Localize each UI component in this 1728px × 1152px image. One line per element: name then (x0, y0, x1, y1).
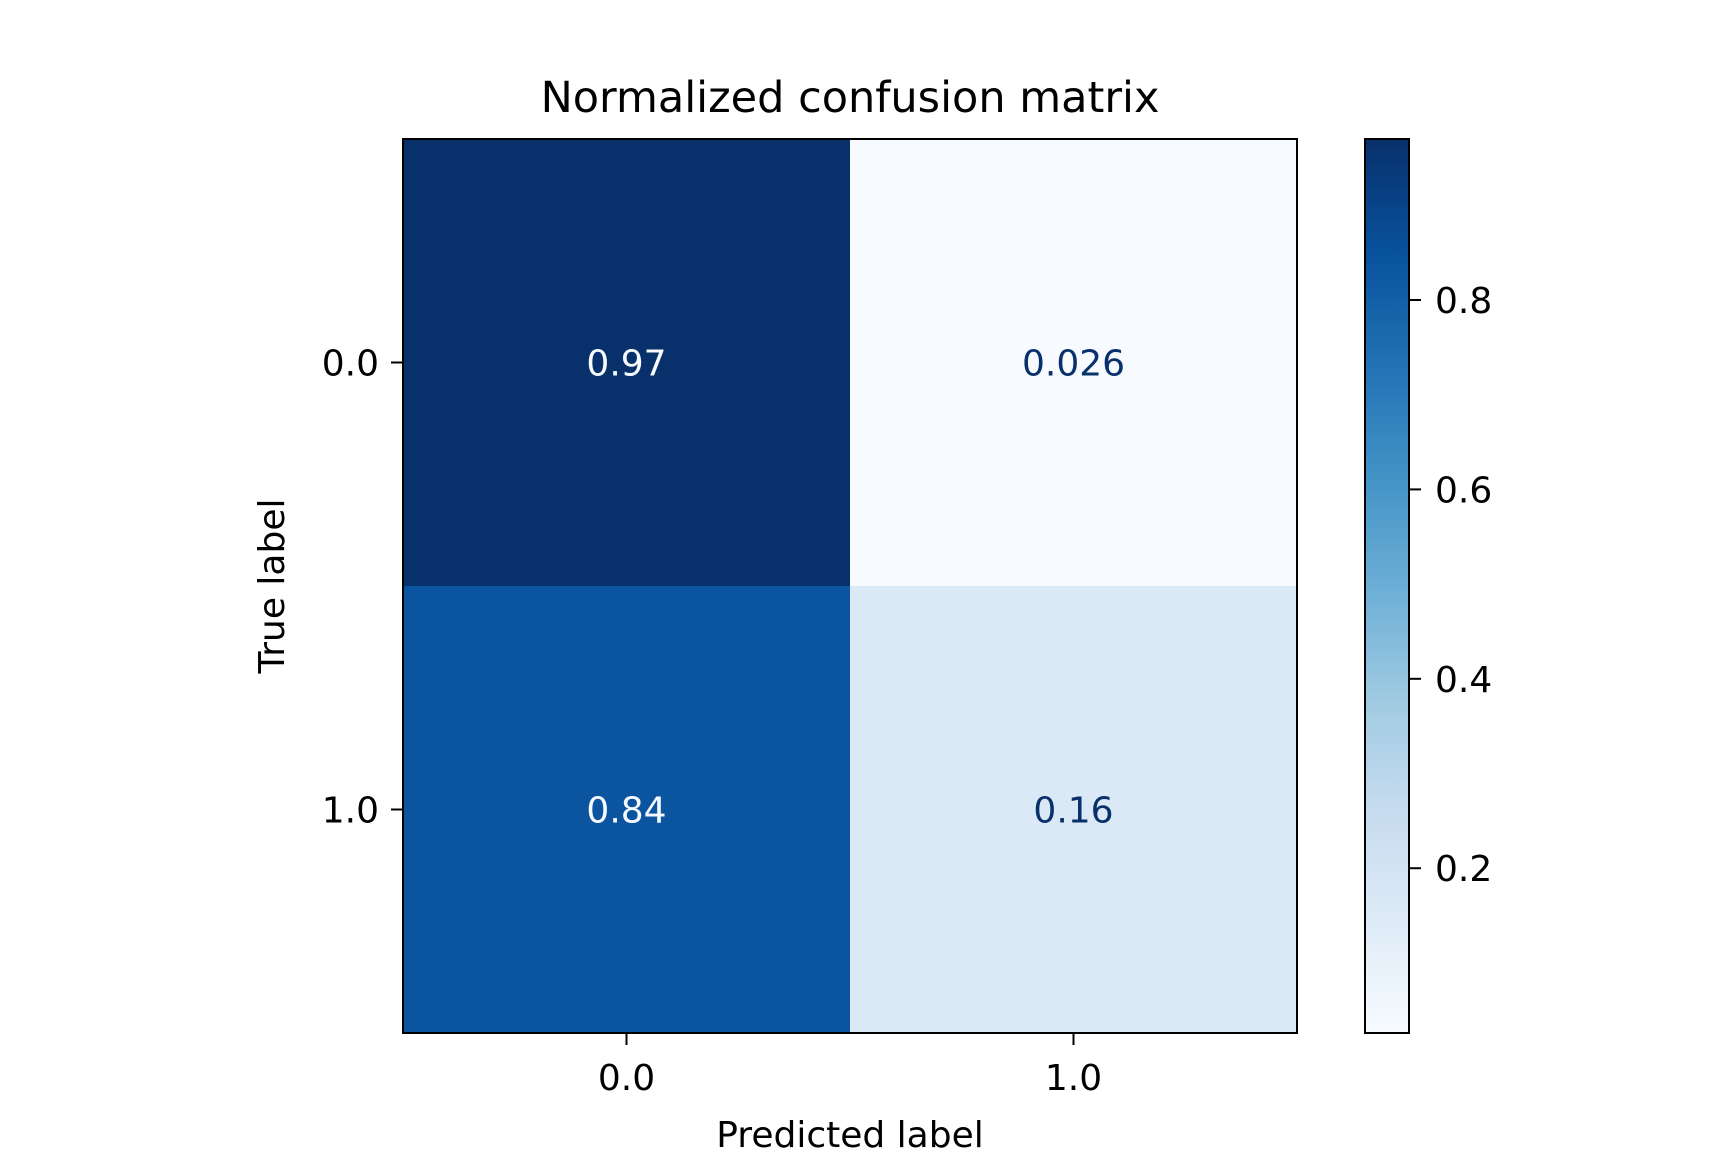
colorbar-tick-label: 0.2 (1435, 849, 1492, 890)
plot-frame (402, 138, 1298, 1034)
heatmap-cell (850, 139, 1297, 586)
cell-value-label: 0.97 (586, 344, 666, 385)
colorbar-ticks: 0.2 0.4 0.6 0.8 (1409, 281, 1492, 890)
x-tick-label: 0.0 (598, 1058, 655, 1099)
cell-value-label: 0.026 (1022, 344, 1125, 385)
cell-value-label: 0.84 (586, 791, 666, 832)
x-axis-ticks: 0.0 1.0 (598, 1033, 1102, 1099)
colorbar-tick-label: 0.4 (1435, 660, 1492, 701)
y-tick-label: 0.0 (322, 344, 379, 385)
colorbar-tick-label: 0.8 (1435, 281, 1492, 322)
heatmap-cell (850, 586, 1297, 1033)
chart-title: Normalized confusion matrix (541, 73, 1160, 123)
heatmap-cell (403, 139, 850, 586)
y-tick-label: 1.0 (322, 791, 379, 832)
colorbar-tick-label: 0.6 (1435, 470, 1492, 511)
heatmap-cells: 0.97 0.026 0.84 0.16 (403, 139, 1297, 1033)
x-tick-label: 1.0 (1045, 1058, 1102, 1099)
heatmap-cell (403, 586, 850, 1033)
colorbar (1364, 138, 1410, 1034)
x-axis-label: Predicted label (716, 1115, 984, 1152)
y-axis-label: True label (252, 499, 293, 675)
y-axis-ticks: 0.0 1.0 (322, 344, 403, 832)
cell-value-label: 0.16 (1033, 791, 1113, 832)
